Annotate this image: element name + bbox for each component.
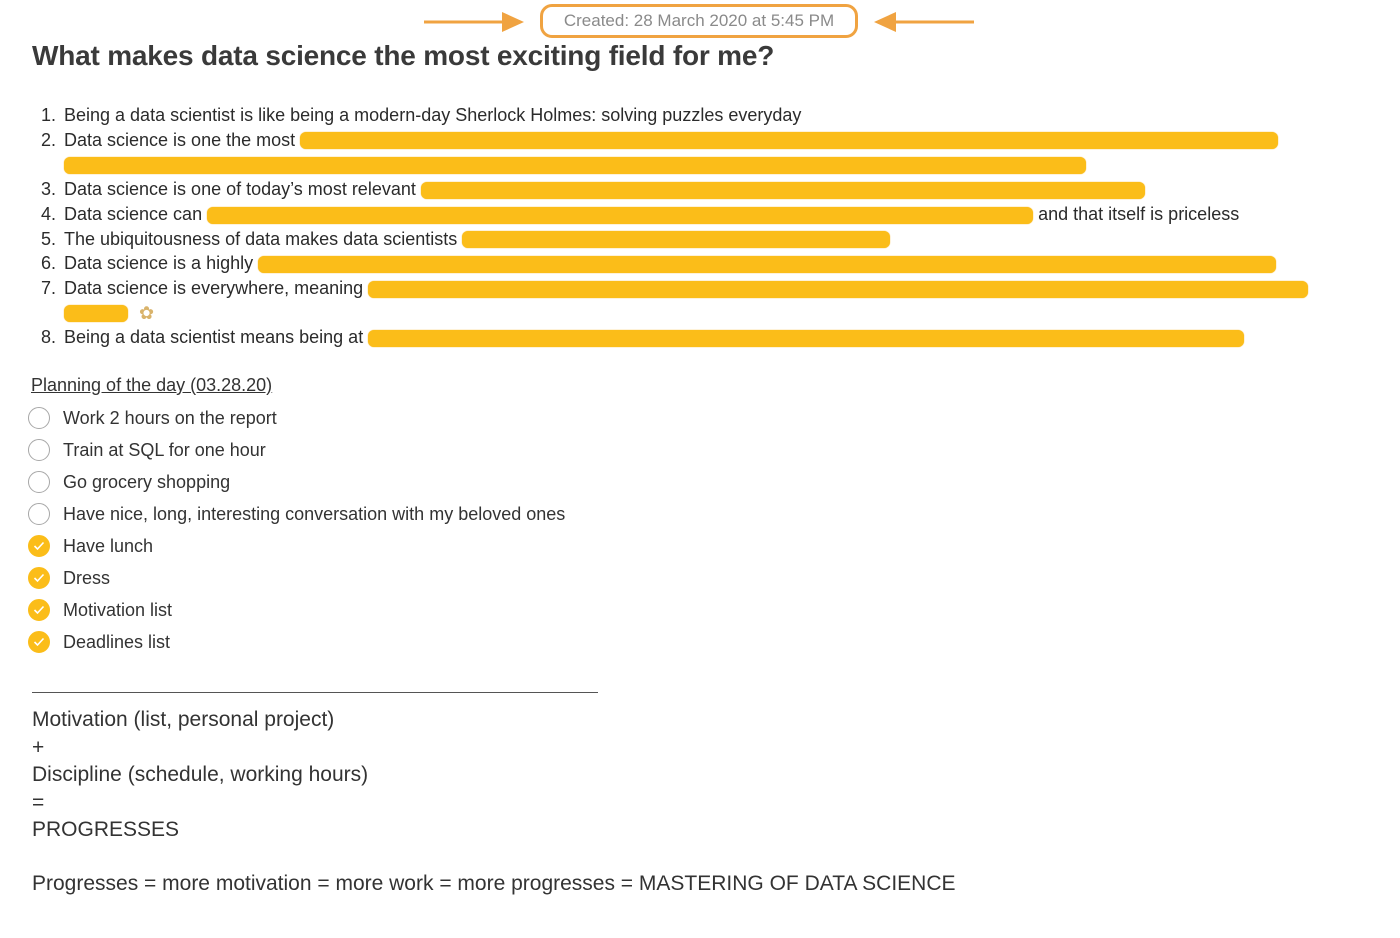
list-number: 1. xyxy=(41,105,57,125)
list-item-continuation: ✿ xyxy=(0,301,1380,326)
formula-line: = xyxy=(32,790,45,814)
formula-line: PROGRESSES xyxy=(32,818,180,842)
checkmark-icon xyxy=(33,573,45,583)
planning-heading: Planning of the day (03.28.20) xyxy=(31,375,273,395)
redaction-highlight xyxy=(64,157,1086,175)
checkbox[interactable] xyxy=(28,535,50,557)
numbered-list: 1. Being a data scientist is like being … xyxy=(0,103,1380,350)
redaction-highlight xyxy=(368,330,1245,348)
note-title: What makes data science the most excitin… xyxy=(32,40,775,71)
horizontal-rule xyxy=(32,692,598,693)
checkmark-icon xyxy=(33,605,45,615)
list-text: The ubiquitousness of data makes data sc… xyxy=(64,228,458,249)
list-text: Being a data scientist is like being a m… xyxy=(64,105,802,125)
formula-block: Motivation (list, personal project) + Di… xyxy=(32,706,368,844)
checklist-item: Deadlines list xyxy=(28,626,565,658)
list-item-continuation xyxy=(0,152,1380,177)
list-text-tail: and that itself is priceless xyxy=(1038,203,1240,224)
list-number: 6. xyxy=(41,253,57,274)
checkbox[interactable] xyxy=(28,471,50,493)
redaction-highlight xyxy=(300,132,1279,150)
list-text: Being a data scientist means being at xyxy=(64,327,364,348)
list-item: 2. Data science is one the most xyxy=(0,128,1380,153)
list-number: 4. xyxy=(41,203,57,224)
checklist-item: Have nice, long, interesting conversatio… xyxy=(28,498,565,530)
conclusion-text: Progresses = more motivation = more work… xyxy=(32,872,956,895)
checklist-label: Have lunch xyxy=(63,535,154,556)
checklist-label: Work 2 hours on the report xyxy=(63,407,277,428)
list-text: Data science is one the most xyxy=(64,129,296,150)
created-annotation: Created: 28 March 2020 at 5:45 PM xyxy=(0,4,1400,40)
redaction-highlight xyxy=(258,255,1277,273)
list-item: 4. Data science can and that itself is p… xyxy=(0,202,1380,227)
checkbox[interactable] xyxy=(28,407,50,429)
list-text: Data science is a highly xyxy=(64,253,254,274)
list-number: 8. xyxy=(41,327,57,348)
checkbox[interactable] xyxy=(28,567,50,589)
checklist-item: Motivation list xyxy=(28,594,565,626)
list-item: 3. Data science is one of today’s most r… xyxy=(0,177,1380,202)
checkbox[interactable] xyxy=(28,503,50,525)
list-item: 8. Being a data scientist means being at xyxy=(0,325,1380,350)
list-item: 6. Data science is a highly xyxy=(0,251,1380,276)
checklist-item: Work 2 hours on the report xyxy=(28,402,565,434)
list-number: 3. xyxy=(41,179,57,200)
arrow-left-icon xyxy=(874,12,974,32)
checkbox[interactable] xyxy=(28,631,50,653)
list-text: Data science is one of today’s most rele… xyxy=(64,179,416,200)
created-timestamp: Created: 28 March 2020 at 5:45 PM xyxy=(540,4,858,38)
redaction-highlight xyxy=(368,280,1309,298)
checklist-label: Deadlines list xyxy=(63,631,171,652)
list-number: 2. xyxy=(41,129,57,150)
checkmark-icon xyxy=(33,637,45,647)
list-item: 1. Being a data scientist is like being … xyxy=(0,103,1380,128)
checklist-label: Motivation list xyxy=(63,599,173,620)
checkmark-icon xyxy=(33,541,45,551)
checklist-item: Go grocery shopping xyxy=(28,466,565,498)
list-number: 5. xyxy=(41,228,57,249)
redaction-highlight xyxy=(462,231,891,249)
checklist-label: Train at SQL for one hour xyxy=(63,439,266,460)
list-item: 7. Data science is everywhere, meaning xyxy=(0,276,1380,301)
checklist-item: Train at SQL for one hour xyxy=(28,434,565,466)
redaction-highlight xyxy=(64,305,128,323)
checklist-label: Dress xyxy=(63,567,111,588)
redaction-highlight xyxy=(207,206,1034,224)
list-number: 7. xyxy=(41,277,57,298)
redaction-highlight xyxy=(420,181,1145,199)
clapping-hands-icon: ✿ xyxy=(139,302,155,323)
checklist-item: Dress xyxy=(28,562,565,594)
list-item: 5. The ubiquitousness of data makes data… xyxy=(0,227,1380,252)
formula-line: Motivation (list, personal project) xyxy=(32,708,335,731)
formula-line: + xyxy=(32,735,45,759)
checklist: Work 2 hours on the report Train at SQL … xyxy=(28,402,565,658)
checkbox[interactable] xyxy=(28,439,50,461)
list-text: Data science is everywhere, meaning xyxy=(64,277,364,298)
list-text: Data science can xyxy=(64,203,203,224)
arrow-right-icon xyxy=(424,12,524,32)
checklist-item: Have lunch xyxy=(28,530,565,562)
checkbox[interactable] xyxy=(28,599,50,621)
checklist-label: Have nice, long, interesting conversatio… xyxy=(63,503,566,524)
checklist-label: Go grocery shopping xyxy=(63,471,231,492)
formula-line: Discipline (schedule, working hours) xyxy=(32,763,369,787)
